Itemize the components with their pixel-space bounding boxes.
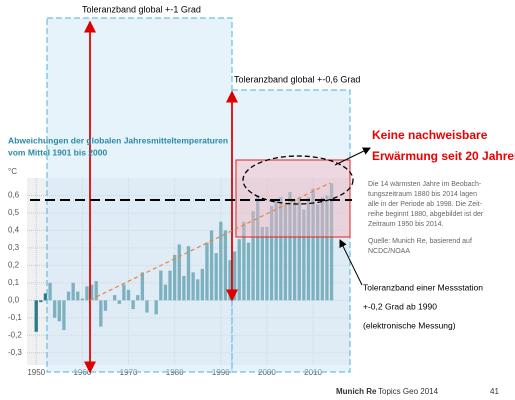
- y-tick-label: -0,2: [8, 330, 22, 339]
- x-tick-label: 1960: [73, 368, 91, 377]
- note: Die 14 wärmsten Jahre im Beobach-: [368, 181, 482, 188]
- y-tick-label: -0,1: [8, 313, 22, 322]
- trend-line: [89, 182, 331, 301]
- chart-title: vom Mittel 1901 bis 2000: [8, 147, 107, 157]
- y-tick-label: 0,3: [8, 243, 20, 252]
- pointer: [334, 147, 371, 166]
- annotation: Toleranzband einer Messstation: [363, 282, 483, 292]
- x-tick-label: 1950: [27, 368, 45, 377]
- source: NCDC/NOAA: [368, 248, 410, 255]
- y-axis-label: °C: [8, 167, 17, 176]
- footer-brand: Munich Re: [336, 387, 377, 396]
- headline: Erwärmung seit 20 Jahren: [372, 149, 515, 163]
- headline: Keine nachweisbare: [372, 128, 488, 142]
- station-band: [235, 159, 351, 238]
- tolerance-band-06: [231, 89, 351, 373]
- note: Zeitraum 1950 bis 2014.: [368, 221, 444, 228]
- y-tick-label: 0,5: [8, 208, 20, 217]
- y-tick-label: 0,4: [8, 226, 20, 235]
- bar: [39, 300, 43, 303]
- note: tungszeitraum 1880 bis 2014 lagen: [368, 191, 477, 198]
- chart-title: Abweichungen der globalen Jahresmittelte…: [8, 135, 228, 145]
- tolerance-band-1: [46, 17, 233, 373]
- y-tick-label: 0,0: [8, 295, 20, 304]
- x-tick-label: 2000: [258, 368, 276, 377]
- pointer: [339, 239, 363, 286]
- y-tick-label: -0,3: [8, 348, 22, 357]
- plateau-ellipse: [242, 155, 354, 205]
- annotation: Toleranzband global +-1 Grad: [82, 4, 201, 14]
- bar: [34, 300, 38, 332]
- footer-publication: Topics Geo 2014: [378, 387, 439, 396]
- x-tick-label: 1970: [120, 368, 138, 377]
- annotation: (elektronische Messung): [363, 320, 456, 330]
- y-tick-label: 0,2: [8, 260, 20, 269]
- bar: [43, 293, 48, 301]
- note: alle in der Periode ab 1998. Die Zeit-: [368, 201, 483, 208]
- annotation: +-0,2 Grad ab 1990: [363, 301, 437, 311]
- annotation: Toleranzband global +-0,6 Grad: [234, 74, 360, 84]
- source: Quelle: Munich Re, basierend auf: [368, 238, 472, 245]
- x-tick-label: 1980: [166, 368, 184, 377]
- footer-page: 41: [490, 387, 499, 396]
- y-tick-label: 0,1: [8, 278, 20, 287]
- x-tick-label: 2010: [304, 368, 322, 377]
- note: reihe beginnt 1880, abgebildet ist der: [368, 211, 484, 218]
- y-tick-label: 0,6: [8, 191, 20, 200]
- x-tick-label: 1990: [212, 368, 230, 377]
